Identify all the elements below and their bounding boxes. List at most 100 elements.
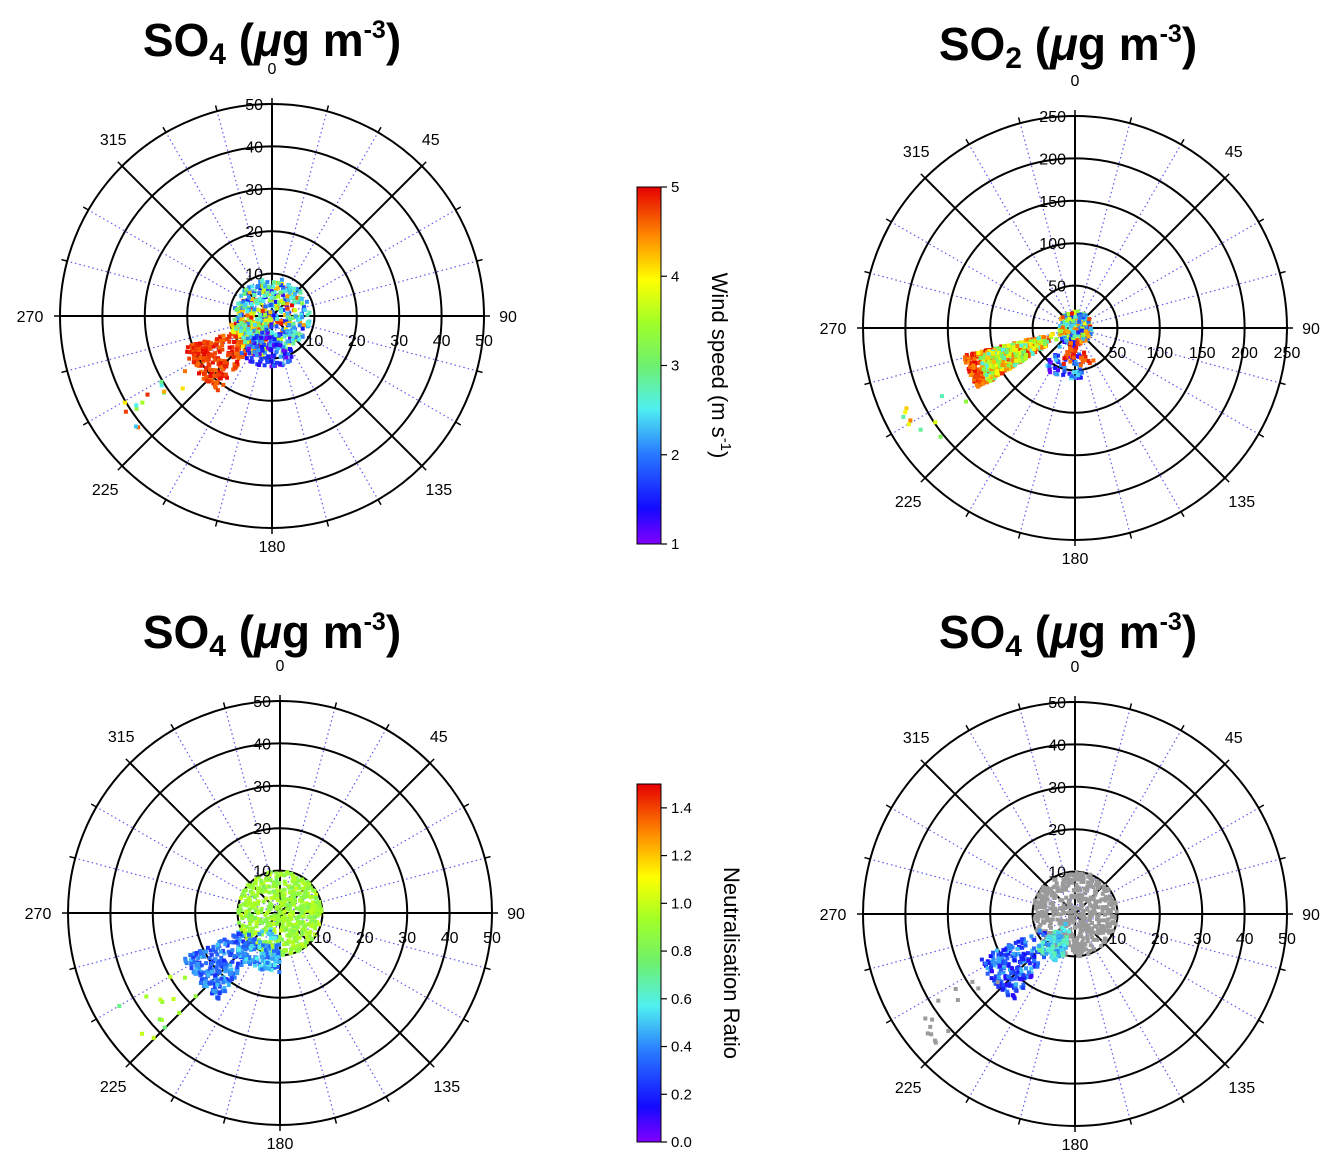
data-point [246,295,251,300]
data-point [1078,363,1083,368]
data-point [242,889,247,893]
data-point [1032,898,1037,903]
data-point [278,872,283,877]
data-point [1060,315,1065,320]
data-point [193,994,198,999]
data-point [1088,873,1093,878]
minor-spoke [279,857,485,914]
data-point [271,334,276,339]
data-point [228,940,233,945]
data-point [1042,905,1047,910]
data-point [1066,883,1071,888]
data-point [1006,993,1011,998]
data-point [1095,917,1099,921]
outer-tick [162,499,167,506]
data-point [1078,896,1083,901]
data-point [276,346,281,351]
data-point [241,335,246,340]
data-point [221,980,226,985]
data-point [215,942,220,947]
data-point [998,364,1003,369]
colorbar-tick-label: 1 [671,536,679,553]
data-point [1054,881,1059,886]
data-point [1004,350,1009,355]
data-point [216,959,221,964]
chart-title: SO4 (μg m-3) [143,14,401,71]
outer-tick [1129,703,1133,710]
data-point [1088,910,1093,915]
data-point [1028,342,1033,347]
data-point [281,919,286,924]
data-point [1043,897,1048,902]
data-point [246,346,251,351]
data-point [272,337,277,342]
data-point [1015,946,1020,951]
data-point [1068,319,1073,324]
data-point [283,319,288,324]
data-point [253,299,258,304]
data-point [1032,958,1037,962]
data-point [1068,359,1073,364]
data-point [304,903,309,908]
data-point [1072,342,1077,347]
minor-spoke [271,315,477,372]
data-point [218,361,223,365]
data-point [999,352,1004,356]
data-point [1020,945,1025,950]
data-point [229,970,234,975]
data-point [263,284,268,289]
data-point [259,301,264,306]
data-point [309,910,314,915]
data-point [309,902,314,907]
data-point [290,899,295,904]
radial-tick-label: 20 [356,930,374,947]
data-point [282,891,287,896]
data-point [236,952,240,957]
data-point [246,330,251,335]
radial-tick-label: 250 [1039,109,1066,126]
data-point [1102,884,1107,888]
data-point [1025,951,1030,956]
outer-tick [385,1096,390,1103]
data-point [1073,877,1078,882]
data-point [228,331,233,336]
data-point [254,336,259,341]
data-point [1049,942,1053,946]
data-point [260,332,265,337]
data-point [1107,924,1112,928]
data-point [276,320,281,325]
data-point [999,344,1004,349]
data-point [1051,912,1056,917]
data-point [1097,912,1102,917]
colorbar-tick-label: 0.0 [671,1134,692,1151]
data-point [1053,894,1058,899]
data-point [211,947,216,952]
data-point [215,982,220,987]
data-point [122,400,127,405]
data-point [282,873,287,878]
data-point [1090,877,1095,882]
data-point [307,934,312,939]
data-point [1042,914,1047,919]
data-point [247,898,252,903]
data-point [211,381,216,386]
data-point [274,870,279,875]
data-point [1054,954,1059,959]
data-point [210,368,215,372]
data-point [229,951,234,956]
angle-label: 0 [268,61,277,78]
minor-spoke [279,912,336,1118]
data-point [1100,918,1105,923]
data-point [218,949,223,954]
data-point [1069,374,1074,378]
data-point [215,340,219,345]
data-point [1013,940,1018,945]
data-point [1006,974,1011,979]
data-point [285,918,290,923]
data-point [303,891,308,895]
data-point [209,961,214,966]
data-point [281,301,286,306]
data-point [213,357,218,362]
data-point [967,359,971,364]
radial-tick-label: 20 [1151,931,1169,948]
